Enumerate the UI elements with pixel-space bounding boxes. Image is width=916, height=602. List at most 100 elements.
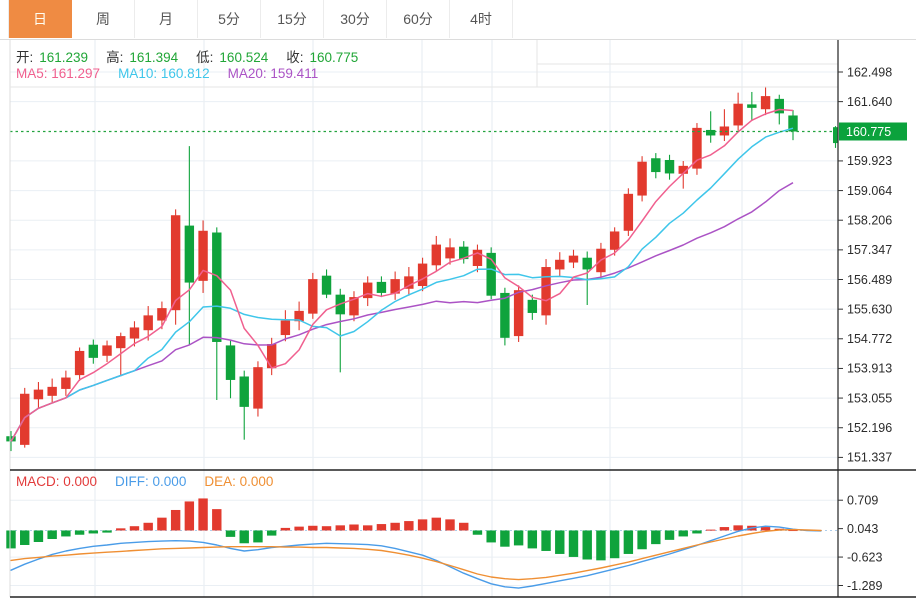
- candle-body: [33, 389, 44, 400]
- candle-body: [239, 376, 249, 407]
- candle-body: [472, 249, 483, 266]
- candle-body: [486, 252, 496, 296]
- macd-histogram-bar: [294, 526, 304, 531]
- price-axis-label: 159.064: [847, 184, 892, 198]
- macd-histogram-bar: [760, 527, 771, 531]
- ma5-readout: MA5: 161.297: [16, 66, 101, 81]
- macd-header: MACD: 0.000 DIFF: 0.000 DEA: 0.000: [16, 474, 291, 489]
- macd-histogram-bar: [308, 525, 318, 531]
- candle-body: [747, 104, 757, 108]
- candle-body: [404, 276, 414, 289]
- macd-histogram-bar: [129, 526, 140, 531]
- candle-body: [431, 244, 441, 266]
- macd-histogram-bar: [198, 498, 208, 531]
- price-axis-label: 159.923: [847, 154, 892, 168]
- macd-histogram-bar: [88, 530, 99, 534]
- candle-body: [664, 159, 675, 174]
- macd-readout: MACD: 0.000: [16, 474, 98, 489]
- macd-histogram-bar: [609, 530, 620, 559]
- macd-histogram-bar: [212, 509, 222, 531]
- candle-body: [212, 232, 222, 342]
- tab-4hour[interactable]: 4时: [450, 0, 513, 38]
- tab-30min[interactable]: 30分: [324, 0, 387, 38]
- macd-histogram-bar: [280, 527, 291, 531]
- macd-histogram-bar: [335, 525, 345, 531]
- candle-body: [760, 96, 771, 110]
- price-axis-label: 156.489: [847, 273, 892, 287]
- ma-header: MA5: 161.297 MA10: 160.812 MA20: 159.411: [16, 66, 336, 81]
- macd-histogram-bar: [733, 525, 743, 531]
- macd-histogram-bar: [596, 530, 606, 561]
- macd-histogram-bar: [500, 530, 510, 547]
- price-axis-label: 151.337: [847, 451, 892, 465]
- macd-histogram-bar: [6, 530, 16, 549]
- macd-histogram-bar: [678, 530, 688, 537]
- candle-body: [582, 257, 592, 270]
- candle-body: [321, 275, 332, 295]
- macd-histogram-bar: [170, 509, 181, 531]
- macd-histogram-bar: [705, 529, 716, 531]
- ohlc-open-label: 开:: [16, 50, 34, 65]
- candle-body: [225, 345, 236, 380]
- macd-histogram-bar: [253, 530, 263, 543]
- candle-body: [170, 215, 181, 311]
- ma20-line: [10, 182, 794, 442]
- candle-body: [363, 282, 373, 299]
- tab-day[interactable]: 日: [8, 0, 72, 38]
- macd-histogram-bar: [102, 530, 112, 533]
- candle-body: [294, 310, 304, 322]
- candle-body: [623, 193, 634, 231]
- tab-5min[interactable]: 5分: [198, 0, 261, 38]
- price-axis-label: 161.640: [847, 95, 892, 109]
- macd-histogram-bar: [239, 530, 249, 544]
- macd-histogram-bar: [486, 530, 496, 543]
- ohlc-close-value: 160.775: [309, 50, 359, 65]
- macd-histogram-bar: [74, 530, 85, 535]
- candle-body: [184, 225, 195, 283]
- candle-body: [527, 299, 538, 313]
- macd-histogram-bar: [376, 524, 387, 531]
- candle-body: [198, 230, 208, 281]
- macd-histogram-bar: [472, 530, 483, 535]
- ma10-line: [10, 127, 794, 442]
- macd-axis-label: -0.623: [847, 550, 882, 564]
- candle-body: [417, 263, 428, 287]
- candle-body: [637, 161, 647, 196]
- price-axis-label: 157.347: [847, 243, 892, 257]
- candle-body: [253, 367, 263, 409]
- dea-readout: DEA: 0.000: [204, 474, 274, 489]
- price-axis-label: 162.498: [847, 65, 892, 79]
- candle-body: [280, 320, 291, 336]
- price-axis-label: 152.196: [847, 421, 892, 435]
- current-price-tag-label: 160.775: [846, 125, 891, 139]
- candle-body: [445, 247, 455, 259]
- diff-line: [10, 525, 822, 589]
- candle-body: [102, 345, 112, 356]
- candle-body: [157, 308, 167, 321]
- candle-body: [705, 129, 716, 136]
- ma20-readout: MA20: 159.411: [227, 66, 319, 81]
- macd-histogram-bar: [692, 530, 702, 534]
- candle-body: [390, 279, 400, 294]
- candle-body: [774, 98, 784, 114]
- ohlc-high-label: 高:: [106, 50, 124, 65]
- candle-body: [733, 103, 743, 126]
- macd-histogram-bar: [20, 530, 30, 545]
- ohlc-low-label: 低:: [196, 50, 214, 65]
- tab-week[interactable]: 周: [72, 0, 135, 38]
- macd-histogram-bar: [157, 517, 167, 531]
- tab-month[interactable]: 月: [135, 0, 198, 38]
- tab-15min[interactable]: 15分: [261, 0, 324, 38]
- candle-body: [88, 344, 99, 358]
- macd-histogram-bar: [404, 521, 414, 531]
- candle-body: [349, 297, 359, 316]
- price-axis-label: 153.055: [847, 391, 892, 405]
- macd-histogram-bar: [555, 530, 565, 554]
- ohlc-high-value: 161.394: [129, 50, 179, 65]
- candle-body: [6, 436, 16, 442]
- tab-60min[interactable]: 60分: [387, 0, 450, 38]
- macd-axis-label: -1.289: [847, 579, 882, 593]
- macd-histogram-bar: [445, 519, 455, 531]
- candle-body: [61, 377, 71, 389]
